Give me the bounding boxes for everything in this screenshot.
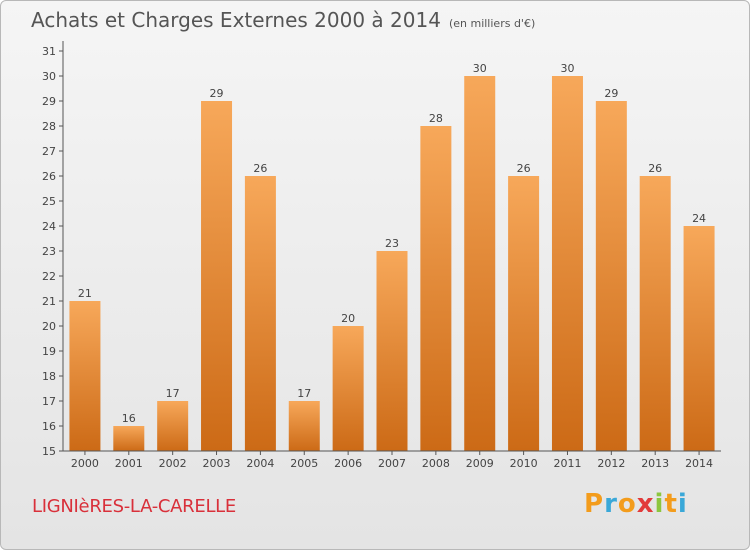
logo-letter: x bbox=[636, 489, 655, 519]
data-label: 26 bbox=[517, 162, 531, 175]
data-label: 26 bbox=[648, 162, 662, 175]
y-tick-label: 31 bbox=[42, 45, 56, 58]
logo-letter: r bbox=[604, 489, 618, 519]
x-tick-label: 2008 bbox=[422, 457, 450, 470]
y-tick-label: 23 bbox=[42, 245, 56, 258]
chart-title: Achats et Charges Externes 2000 à 2014 (e… bbox=[31, 8, 536, 32]
bar-2013 bbox=[639, 176, 671, 451]
x-tick-label: 2010 bbox=[510, 457, 538, 470]
x-tick-label: 2009 bbox=[466, 457, 494, 470]
data-label: 17 bbox=[297, 387, 311, 400]
bar-2006 bbox=[332, 326, 364, 451]
y-tick-label: 26 bbox=[42, 170, 56, 183]
y-tick-label: 16 bbox=[42, 420, 56, 433]
logo-letter: i bbox=[677, 489, 688, 519]
y-tick-label: 27 bbox=[42, 145, 56, 158]
x-tick-label: 2013 bbox=[641, 457, 669, 470]
y-tick-label: 22 bbox=[42, 270, 56, 283]
bar-2014 bbox=[683, 226, 715, 451]
y-tick-label: 28 bbox=[42, 120, 56, 133]
y-tick-label: 24 bbox=[42, 220, 56, 233]
x-tick-label: 2006 bbox=[334, 457, 362, 470]
place-name: LIGNIèRES-LA-CARELLE bbox=[32, 496, 236, 517]
chart-subtitle: (en milliers d'€) bbox=[448, 17, 536, 30]
data-label: 30 bbox=[473, 62, 487, 75]
bar-2000 bbox=[69, 301, 101, 451]
bar-2001 bbox=[113, 426, 145, 451]
bar-2008 bbox=[420, 126, 452, 451]
bar-2004 bbox=[244, 176, 276, 451]
bars-layer: 21 16 17 29 26 17 20 23 28 30 26 30 29 26 24 bbox=[69, 62, 715, 451]
logo-letter: t bbox=[664, 489, 678, 519]
logo-letter: i bbox=[654, 489, 665, 519]
data-label: 16 bbox=[122, 412, 136, 425]
data-label: 21 bbox=[78, 287, 92, 300]
y-tick-label: 17 bbox=[42, 395, 56, 408]
y-tick-label: 15 bbox=[42, 445, 56, 458]
proxiti-logo: Proxiti bbox=[584, 489, 688, 519]
bar-2011 bbox=[551, 76, 583, 451]
bar-2012 bbox=[595, 101, 627, 451]
bar-2003 bbox=[201, 101, 233, 451]
data-label: 17 bbox=[166, 387, 180, 400]
x-tick-label: 2000 bbox=[71, 457, 99, 470]
axes-layer: 15 16 17 18 19 20 21 22 23 24 25 26 27 28 29 30 31 2000 20… bbox=[42, 41, 721, 470]
x-tick-label: 2005 bbox=[290, 457, 318, 470]
bar-2007 bbox=[376, 251, 408, 451]
y-tick-label: 18 bbox=[42, 370, 56, 383]
data-label: 28 bbox=[429, 112, 443, 125]
data-label: 24 bbox=[692, 212, 706, 225]
y-tick-label: 25 bbox=[42, 195, 56, 208]
data-label: 20 bbox=[341, 312, 355, 325]
x-tick-label: 2014 bbox=[685, 457, 713, 470]
x-tick-label: 2004 bbox=[246, 457, 274, 470]
logo-letter: P bbox=[584, 489, 605, 519]
x-tick-label: 2007 bbox=[378, 457, 406, 470]
data-label: 23 bbox=[385, 237, 399, 250]
y-tick-label: 30 bbox=[42, 70, 56, 83]
x-tick-label: 2011 bbox=[553, 457, 581, 470]
logo-letter: o bbox=[617, 489, 637, 519]
y-tick-label: 19 bbox=[42, 345, 56, 358]
x-tick-label: 2003 bbox=[203, 457, 231, 470]
bar-2009 bbox=[464, 76, 496, 451]
data-label: 30 bbox=[560, 62, 574, 75]
bar-2010 bbox=[508, 176, 540, 451]
x-tick-label: 2001 bbox=[115, 457, 143, 470]
y-tick-label: 21 bbox=[42, 295, 56, 308]
x-tick-label: 2002 bbox=[159, 457, 187, 470]
bar-2002 bbox=[157, 401, 189, 451]
data-label: 29 bbox=[210, 87, 224, 100]
data-label: 26 bbox=[253, 162, 267, 175]
bar-2005 bbox=[288, 401, 320, 451]
data-label: 29 bbox=[604, 87, 618, 100]
y-tick-label: 20 bbox=[42, 320, 56, 333]
x-tick-label: 2012 bbox=[597, 457, 625, 470]
y-tick-label: 29 bbox=[42, 95, 56, 108]
